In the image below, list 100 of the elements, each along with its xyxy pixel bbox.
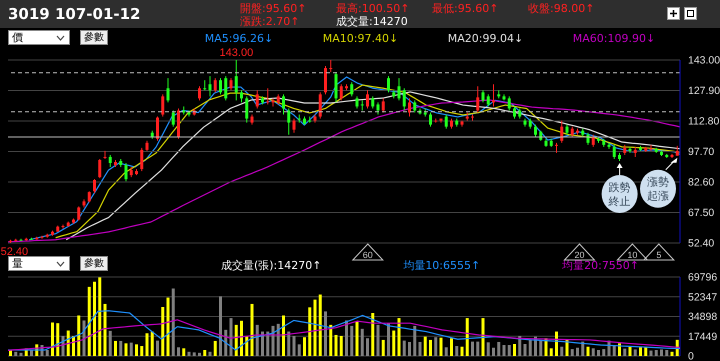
- bar: [528, 340, 532, 356]
- bar: [581, 342, 584, 356]
- candlestick: [130, 166, 133, 178]
- candlestick: [560, 120, 564, 144]
- bar: [146, 333, 148, 356]
- bar: [276, 324, 280, 356]
- bar: [508, 345, 511, 356]
- bar: [135, 344, 138, 356]
- text: 參數: [80, 256, 108, 271]
- candlestick: [555, 142, 558, 154]
- bar: [192, 352, 196, 356]
- candlestick: [250, 114, 254, 126]
- bar: [398, 318, 400, 356]
- candlestick: [413, 100, 416, 114]
- bar: [413, 326, 416, 356]
- bar: [628, 346, 632, 356]
- bar: [650, 350, 652, 356]
- bar: [518, 336, 522, 356]
- candlestick: [534, 124, 537, 138]
- bar: [460, 346, 464, 356]
- bar: [20, 352, 22, 356]
- bar: [350, 326, 354, 356]
- candlestick: [476, 86, 480, 114]
- bar: [402, 340, 406, 356]
- bar: [371, 312, 374, 356]
- annotation: 52.40: [0, 246, 28, 258]
- candlestick: [224, 76, 228, 101]
- bar: [219, 296, 222, 356]
- candlestick: [376, 102, 380, 116]
- candlestick: [208, 76, 212, 97]
- candlestick: [592, 134, 595, 148]
- candlestick: [429, 112, 432, 128]
- bar: [471, 342, 474, 356]
- bar: [550, 348, 553, 356]
- bar: [434, 337, 438, 356]
- bar: [444, 347, 448, 356]
- bar: [602, 349, 606, 356]
- candlestick: [366, 90, 369, 109]
- bar: [161, 306, 164, 356]
- bar: [570, 349, 574, 356]
- candlestick: [528, 118, 532, 130]
- text: 5: [656, 250, 662, 260]
- bar: [14, 352, 18, 356]
- y-tick-label: 67.50: [688, 207, 714, 220]
- text: 最高:100.50↑: [336, 1, 410, 16]
- bar: [46, 350, 49, 356]
- candlestick: [387, 76, 390, 93]
- bar: [318, 294, 322, 356]
- candlestick: [318, 92, 322, 120]
- candlestick: [161, 94, 164, 118]
- bar: [203, 350, 206, 356]
- candlestick: [108, 154, 112, 168]
- y-tick-label: 97.70: [688, 146, 714, 158]
- candlestick: [518, 108, 522, 120]
- bar: [513, 344, 516, 356]
- bar: [30, 350, 33, 356]
- text: 均量10:6555↑: [403, 258, 480, 273]
- y-tick-label: 143.00: [688, 54, 720, 67]
- candlestick: [492, 84, 495, 107]
- text: 成交量(張):14270↑: [220, 258, 322, 273]
- bar: [93, 282, 96, 356]
- y-tick-label: 69796: [688, 272, 718, 284]
- y-tick-label: 17449: [688, 330, 718, 343]
- bar: [356, 321, 358, 356]
- candlestick: [219, 78, 222, 95]
- candlestick: [623, 144, 626, 156]
- bar: [660, 349, 663, 356]
- bar: [440, 338, 442, 356]
- bar: [166, 298, 170, 356]
- bar: [303, 337, 306, 356]
- bar: [114, 340, 117, 356]
- text: MA5:96.26↓: [204, 32, 274, 45]
- text: 漲跌:2.70↑: [240, 14, 300, 29]
- candlestick: [508, 96, 511, 111]
- candlestick: [287, 108, 290, 136]
- candlestick: [156, 116, 159, 142]
- bar: [82, 320, 86, 356]
- candlestick: [203, 80, 206, 91]
- candlestick: [486, 94, 490, 107]
- annotation: 跌勢終止: [608, 180, 631, 208]
- bar: [188, 352, 190, 356]
- candlestick: [634, 146, 637, 158]
- y-tick-label: 52347: [688, 291, 718, 304]
- candlestick: [382, 98, 385, 114]
- y-tick-label: 52.40: [688, 238, 714, 250]
- candlestick: [234, 60, 238, 101]
- bar: [130, 342, 133, 356]
- bar: [177, 347, 180, 356]
- candlestick: [140, 147, 144, 172]
- bar: [566, 340, 568, 356]
- candlestick: [612, 144, 616, 160]
- y-tick-label: 34898: [688, 311, 718, 324]
- bar: [272, 326, 274, 356]
- text: 最低:95.60↑: [432, 1, 498, 16]
- bar: [486, 342, 490, 356]
- bar: [623, 348, 626, 356]
- annotation: 143.00: [220, 47, 254, 59]
- bar: [256, 324, 259, 356]
- bar: [665, 350, 668, 356]
- bar: [230, 318, 232, 356]
